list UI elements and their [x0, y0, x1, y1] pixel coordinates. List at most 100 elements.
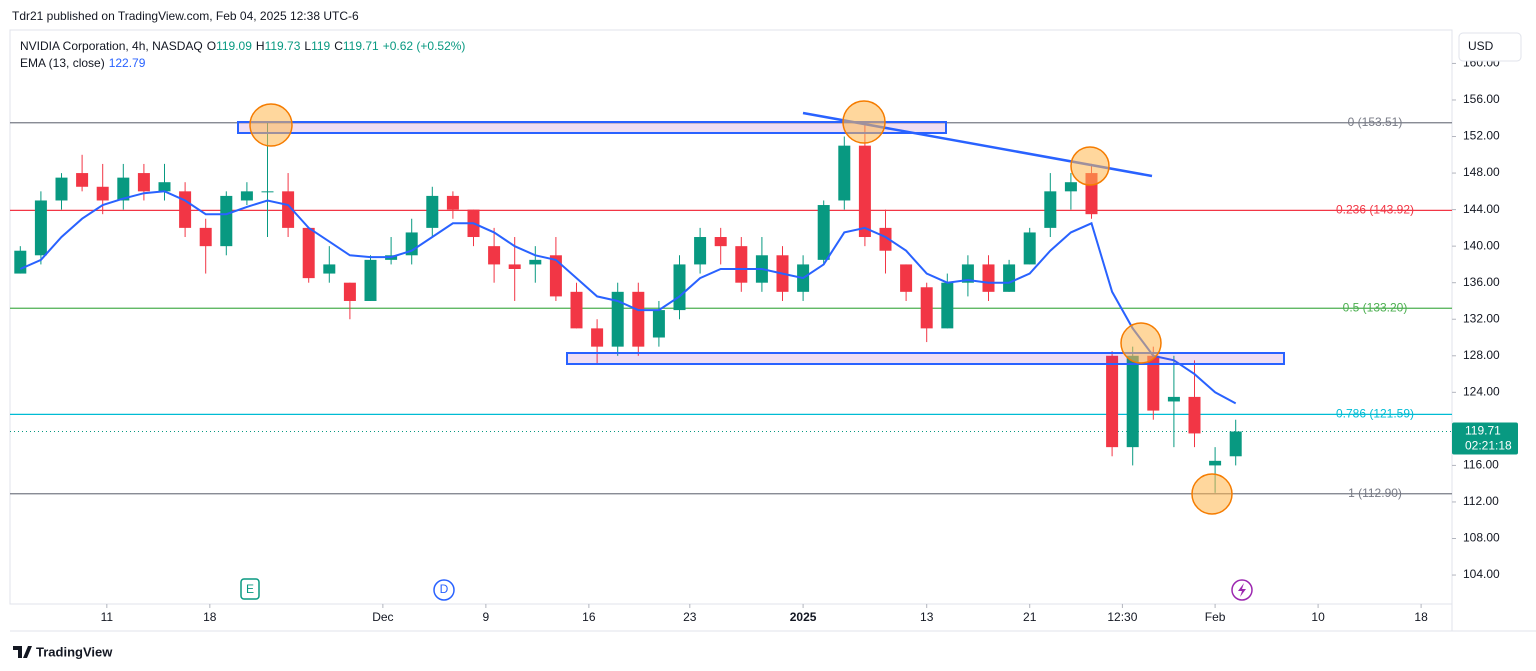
candle-body — [632, 291, 645, 347]
currency-box[interactable] — [1458, 32, 1522, 62]
candle-body — [343, 282, 356, 301]
symbol-legend: NVIDIA Corporation, 4h, NASDAQ O119.09 H11… — [20, 39, 469, 53]
y-tick-label: 104.00 — [1463, 567, 1500, 581]
x-tick-label: 23 — [683, 610, 697, 624]
event-icon[interactable] — [1231, 579, 1253, 601]
candle-body — [96, 186, 109, 201]
legend-label: L — [304, 39, 312, 53]
legend-value: 119.71 — [342, 39, 379, 53]
svg-text:D: D — [440, 582, 449, 596]
candle-body — [879, 227, 892, 251]
candle-body — [14, 250, 27, 274]
candle-body — [941, 282, 954, 329]
highlight-circle — [842, 100, 886, 144]
candle-body — [858, 145, 871, 238]
resistance-zone — [237, 121, 947, 134]
y-tick-label: 108.00 — [1463, 531, 1500, 545]
ema-name: EMA (13, close) — [20, 56, 105, 70]
x-tick-label: 2025 — [790, 610, 817, 624]
publisher: Tdr21 published on TradingView.com, Feb … — [12, 9, 359, 23]
candle-body — [1023, 232, 1036, 265]
y-tick-label: 136.00 — [1463, 275, 1500, 289]
x-tick-label: 10 — [1311, 610, 1325, 624]
fib-label: 0.5 (133.20) — [1343, 300, 1408, 314]
fib-label: 1 (112.90) — [1348, 486, 1402, 500]
fib-label: 0.786 (121.59) — [1336, 407, 1414, 421]
legend-value: 119.73 — [264, 39, 301, 53]
candle-body — [591, 328, 604, 347]
change: +0.62 (+0.52%) — [382, 39, 466, 53]
candle-body — [1003, 264, 1016, 292]
y-tick-label: 128.00 — [1463, 348, 1500, 362]
candle-body — [694, 237, 707, 265]
ema-value: 122.79 — [108, 56, 146, 70]
highlight-circle — [249, 103, 293, 147]
candle-body — [117, 177, 130, 201]
candle-body — [900, 264, 913, 292]
x-tick-label: 18 — [203, 610, 217, 624]
x-tick-label: 9 — [483, 610, 490, 624]
candle-body — [158, 182, 171, 192]
candle-body — [1167, 396, 1180, 402]
candle-body — [652, 310, 665, 338]
x-tick-label: 13 — [920, 610, 934, 624]
x-tick-label: 18 — [1414, 610, 1428, 624]
candle-body — [55, 177, 68, 201]
candle-body — [920, 287, 933, 329]
symbol: NVIDIA Corporation, 4h, NASDAQ — [20, 39, 203, 53]
candle-body — [570, 291, 583, 329]
candle-body — [735, 246, 748, 283]
candle-body — [446, 195, 459, 210]
support-zone — [566, 352, 1285, 365]
candle-body — [1209, 460, 1222, 466]
highlight-circle — [1070, 146, 1110, 186]
last-price: 119.71 — [1465, 424, 1501, 438]
currency: USD — [1468, 39, 1494, 53]
candle-body — [714, 237, 727, 247]
ema-line — [19, 190, 1237, 405]
ema-legend: EMA (13, close) 122.79 — [20, 56, 149, 70]
candle-body — [302, 227, 315, 279]
fib-label: 0.236 (143.92) — [1336, 203, 1414, 217]
candle-body — [817, 205, 830, 260]
candle-body — [673, 264, 686, 311]
y-tick-label: 112.00 — [1463, 494, 1499, 508]
candle-body — [488, 246, 501, 265]
candle-body — [179, 191, 192, 228]
legend-label: O — [206, 39, 217, 53]
candle-body — [549, 255, 562, 297]
dividend-event[interactable]: D — [433, 579, 455, 601]
candle-body — [529, 259, 542, 265]
candle-body — [1229, 431, 1242, 457]
candle-body — [364, 259, 377, 301]
candle-body — [1126, 355, 1139, 448]
candle-body — [34, 200, 47, 256]
candle-body — [199, 227, 212, 247]
highlight-circle — [1191, 473, 1233, 515]
y-tick-label: 116.00 — [1463, 458, 1499, 472]
last-price-tag — [1452, 422, 1518, 455]
candle-body — [838, 145, 851, 201]
candle-body — [426, 195, 439, 228]
candle-body — [982, 264, 995, 292]
legend-value: 119.09 — [216, 39, 252, 53]
candle-body — [1064, 182, 1077, 192]
candle-body — [508, 264, 521, 269]
svg-text:E: E — [246, 582, 254, 596]
x-tick-label: 16 — [582, 610, 596, 624]
legend-label: C — [334, 39, 343, 53]
y-tick-label: 156.00 — [1463, 92, 1500, 106]
y-tick-label: 148.00 — [1463, 165, 1500, 179]
x-tick-label: Dec — [372, 610, 393, 624]
y-tick-label: 124.00 — [1463, 384, 1500, 398]
candle-body — [1147, 355, 1160, 411]
candle-body — [1106, 355, 1119, 448]
candle-body — [240, 191, 253, 201]
x-tick-label: 11 — [101, 610, 114, 624]
legend-value: 119 — [311, 39, 331, 53]
candle-body — [282, 191, 295, 228]
x-tick-label: 21 — [1023, 610, 1037, 624]
earnings-event[interactable]: E — [240, 578, 260, 600]
y-tick-label: 152.00 — [1463, 129, 1500, 143]
